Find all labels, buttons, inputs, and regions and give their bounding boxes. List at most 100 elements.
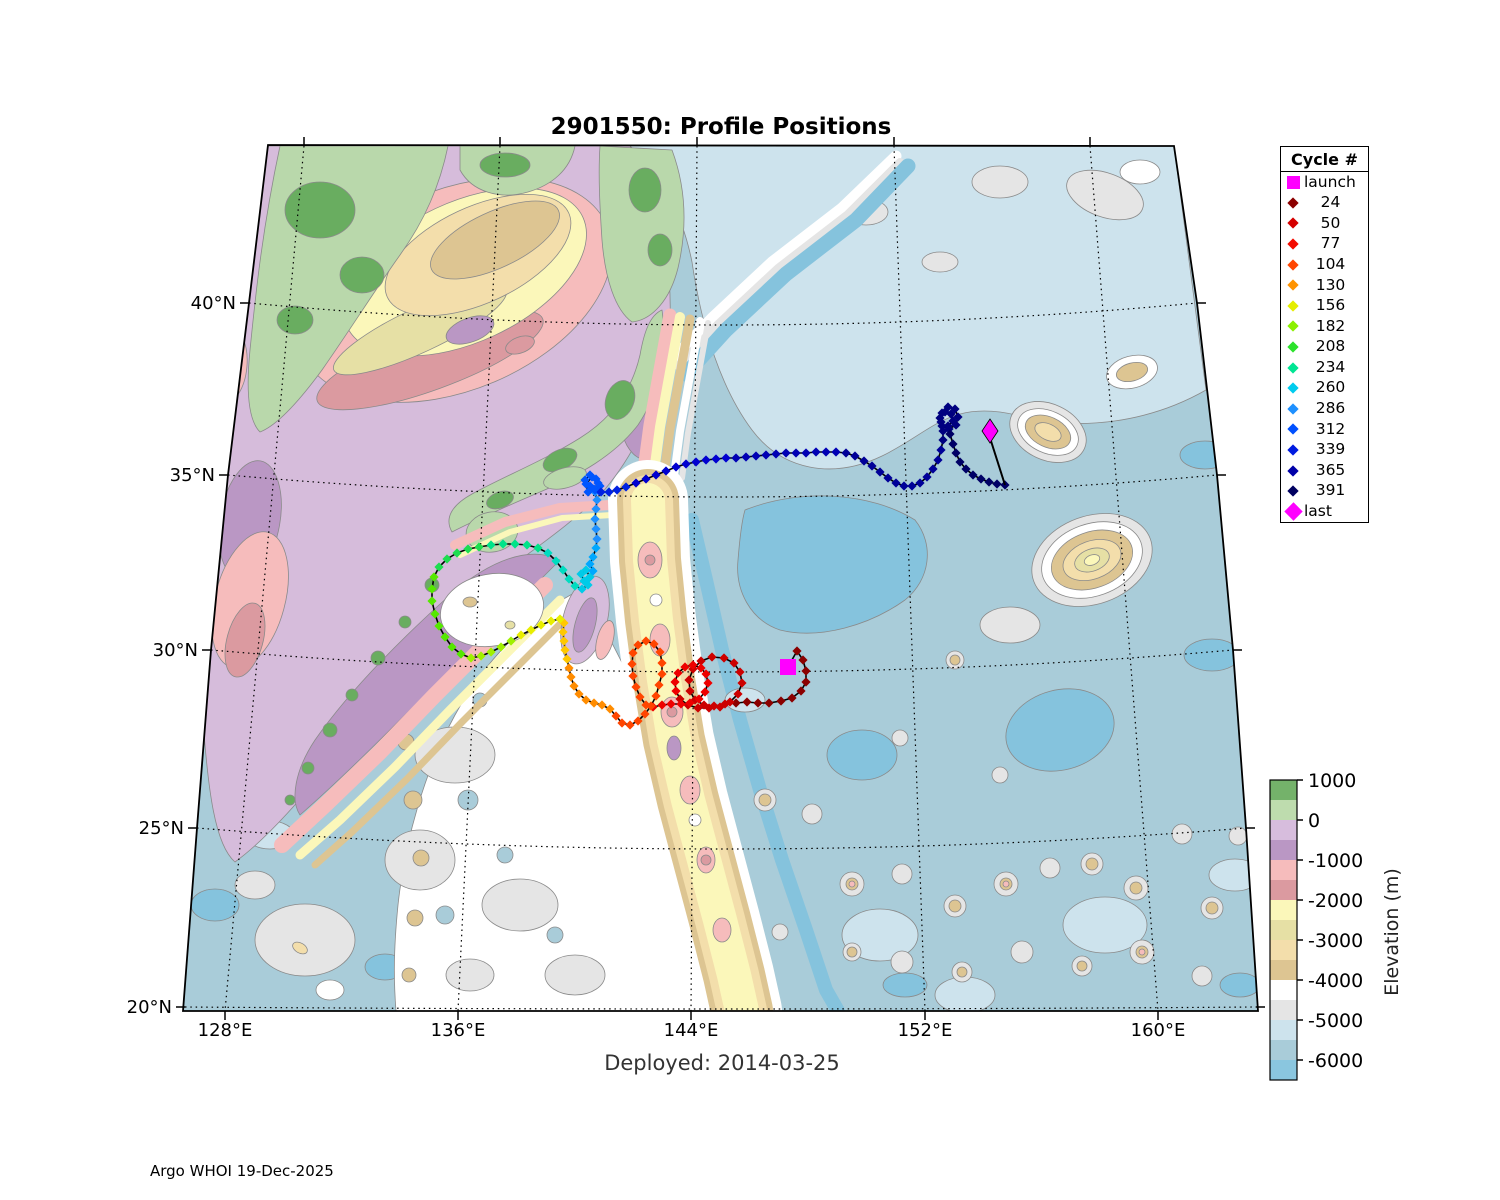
deployed-caption: Deployed: 2014-03-25 [604,1051,840,1075]
profile-marker [427,596,437,606]
profile-marker [753,698,763,708]
profile-marker [589,698,599,708]
legend-entry-label: 391 [1315,481,1346,500]
profile-marker [628,648,638,658]
profile-marker [558,565,568,575]
profile-marker [899,481,909,491]
profile-marker [694,694,704,704]
profile-marker [633,716,643,726]
profile-marker [592,495,602,505]
profile-marker [628,671,638,681]
profile-marker [434,562,444,572]
profile-marker [651,470,661,480]
colorbar-tick-label: -5000 [1308,1010,1363,1032]
profile-marker [474,542,484,552]
profile-marker [558,627,568,637]
last-connector-line [990,440,1006,486]
profile-marker [533,543,543,553]
profile-marker [936,445,946,455]
profile-marker [729,658,739,668]
cycle-marker-icon [1285,320,1301,333]
x-tick-label: 152°E [898,1020,953,1041]
colorbar-tick-label: 1000 [1308,770,1356,792]
legend-entry: 339 [1281,440,1368,461]
legend-entry: 286 [1281,399,1368,420]
trajectory-markers [780,418,1006,675]
profile-marker [946,409,956,419]
profile-marker [516,630,526,640]
profile-marker [646,701,656,711]
profile-marker [551,556,561,566]
profile-marker [685,698,695,708]
profile-marker [961,464,971,474]
profile-marker [731,453,741,463]
profile-marker [801,666,811,676]
profile-marker [938,435,948,445]
profile-marker [588,552,598,562]
profile-marker [719,653,729,663]
trajectory-layer [427,402,1010,730]
legend-entry-label: last [1304,502,1332,521]
profile-marker [569,681,579,691]
credit-text: Argo WHOI 19-Dec-2025 [150,1162,334,1180]
legend-entry: 260 [1281,378,1368,399]
profile-marker [442,554,452,564]
profile-marker [801,677,811,687]
profile-marker [841,448,851,458]
profile-marker [715,702,725,712]
legend-entry: 208 [1281,337,1368,358]
profile-marker [560,645,570,655]
y-tick-label: 40°N [191,293,236,314]
profile-marker [635,692,645,702]
profile-marker [696,663,706,673]
cycle-marker-icon [1283,502,1303,521]
legend-entry: 312 [1281,419,1368,440]
profile-marker [701,455,711,465]
profile-marker [566,672,576,682]
profile-marker [496,642,506,652]
profile-marker [640,709,650,719]
cycle-marker-icon [1285,238,1301,250]
profile-marker [676,699,686,709]
profile-marker [733,689,743,699]
profile-marker [466,653,476,663]
y-tick-label: 25°N [139,818,184,839]
profile-marker [641,474,651,484]
profile-marker [951,448,961,458]
cycle-marker-icon [1285,485,1301,497]
launch-marker [780,659,796,675]
profile-marker [741,452,751,462]
profile-marker [625,720,635,730]
profile-marker [611,711,621,721]
profile-marker [591,543,601,553]
profile-marker [670,677,680,687]
profile-marker [935,413,945,423]
profile-marker [761,450,771,460]
profile-marker [592,534,602,544]
profile-marker [581,479,591,489]
profile-marker [588,566,598,576]
profile-marker [943,421,953,431]
legend-entry: 391 [1281,481,1368,502]
legend-title: Cycle # [1281,147,1368,172]
profile-marker [621,482,631,492]
profile-marker [430,609,440,619]
profile-marker [570,581,580,591]
profile-marker [850,451,860,461]
legend-entry-label: 50 [1320,213,1341,232]
legend-entry: launch [1281,172,1368,193]
cycle-legend: Cycle # launch 24 50 77 104 130 156 182 208 234 26… [1280,146,1369,524]
legend-entry-label: 260 [1315,378,1346,397]
profile-marker [434,621,444,631]
profile-marker [546,616,556,626]
profile-marker [498,539,508,549]
profile-marker [559,636,569,646]
profile-marker [771,449,781,459]
profile-marker [711,454,721,464]
profile-marker [617,718,627,728]
x-tick-label: 128°E [198,1020,253,1041]
profile-marker [751,451,761,461]
elevation-colorbar: 1000 0 -1000 -2000 -3000 -4000 -5000 -6000 [1269,770,1363,1081]
profile-marker [476,651,486,661]
